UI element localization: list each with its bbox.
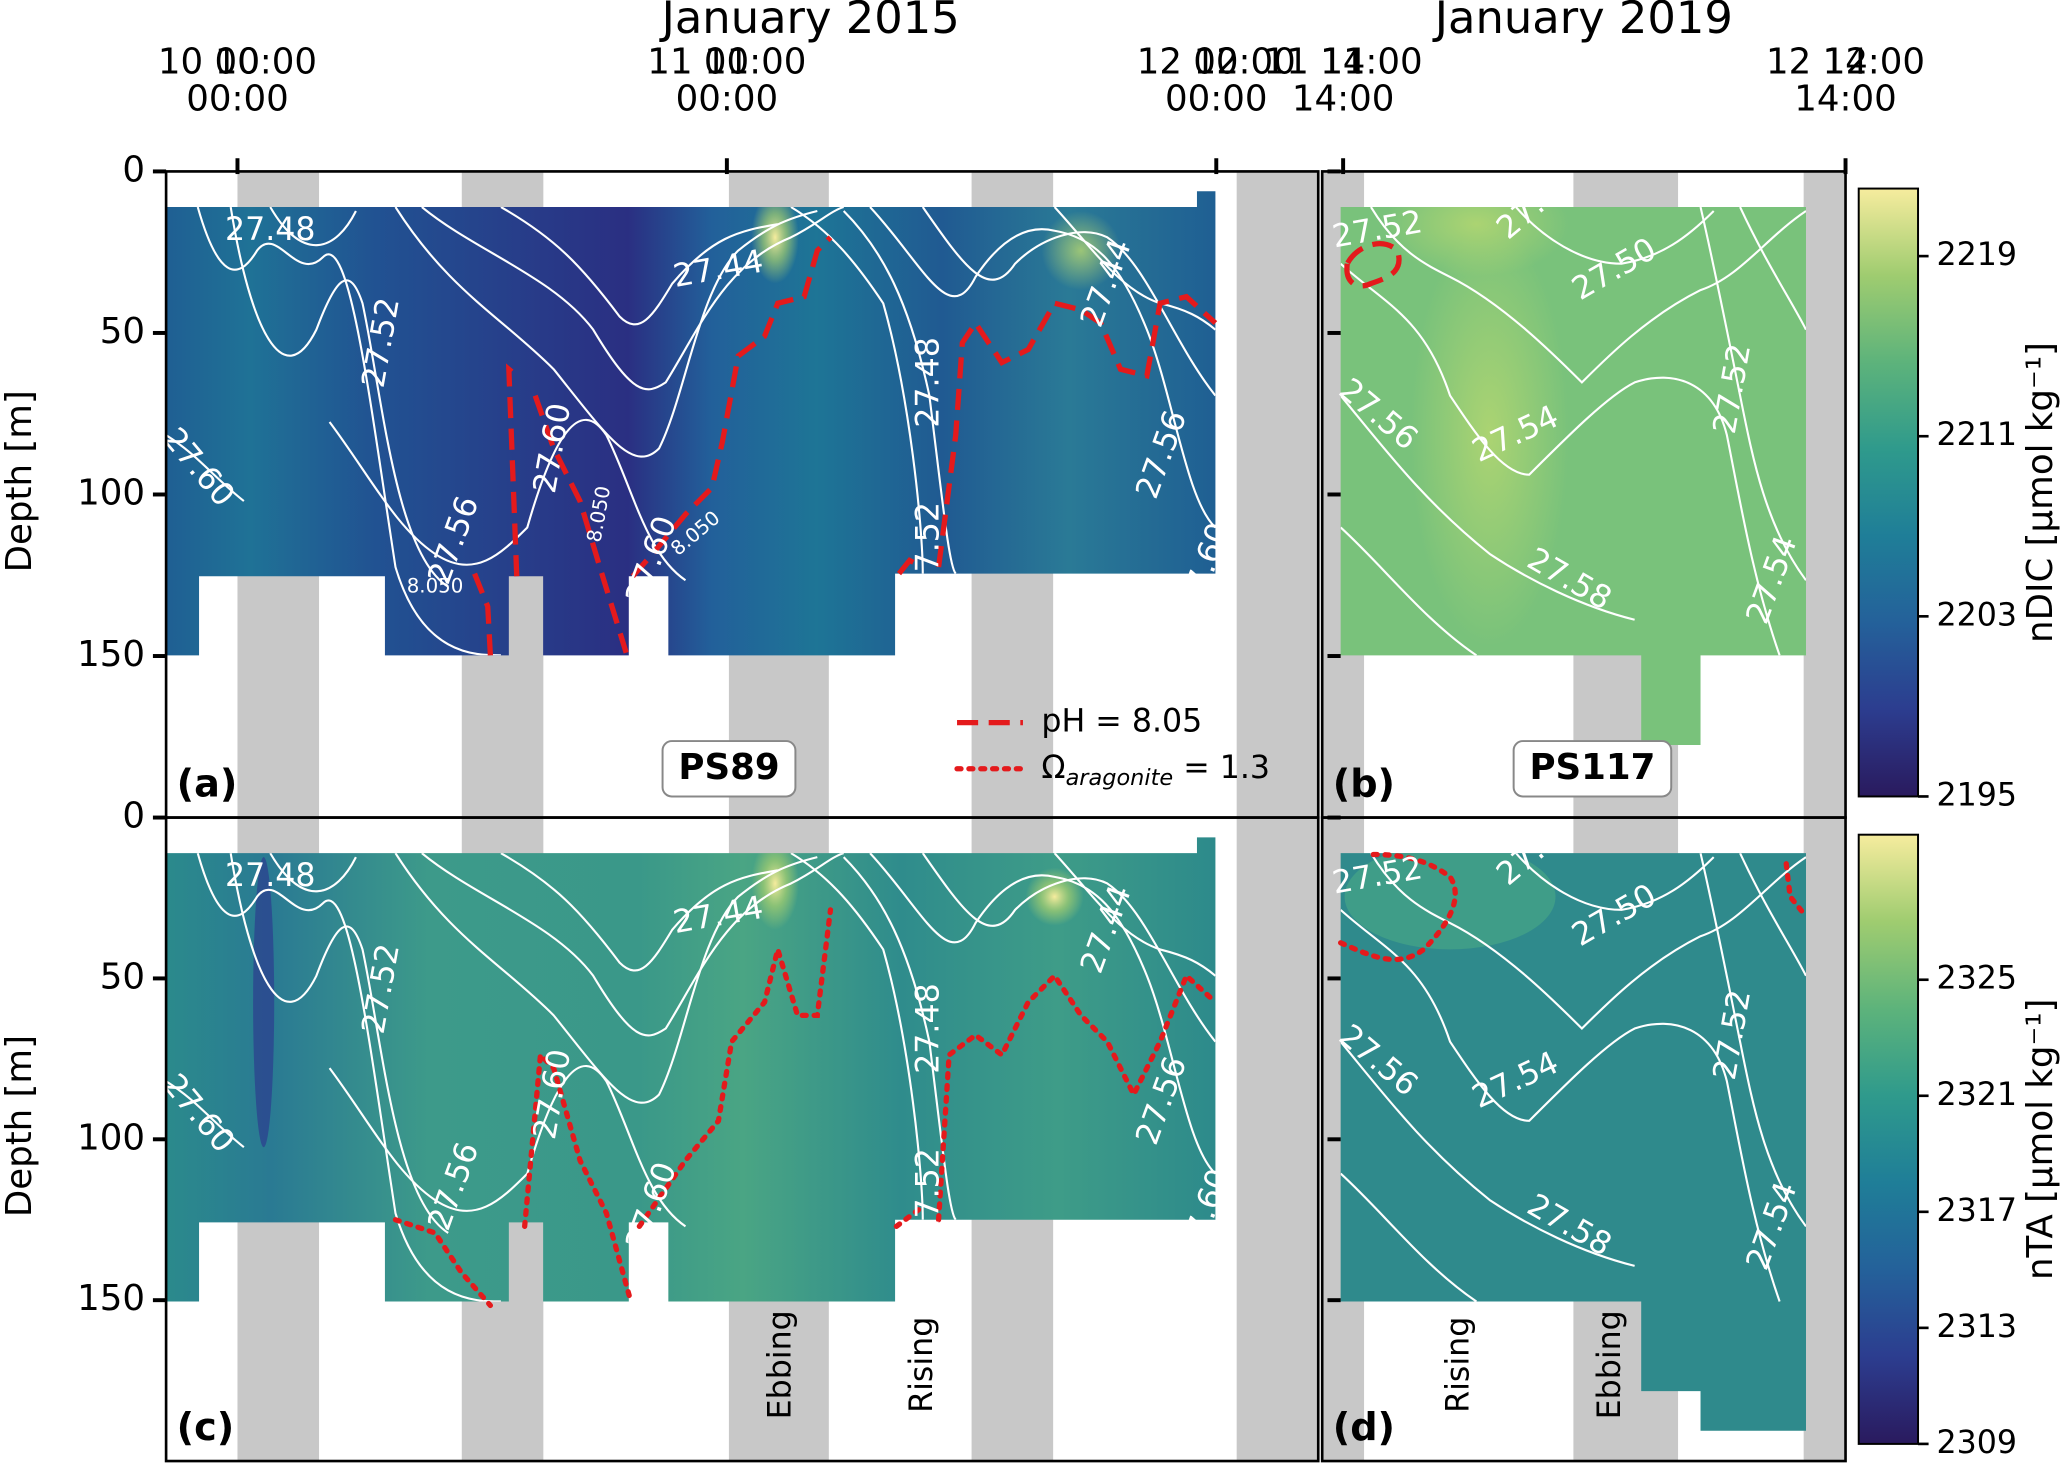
tick-label-line: 14:00 [1794, 79, 1897, 120]
fields [166, 191, 1806, 1431]
panel-label: (d) [1333, 1406, 1395, 1450]
axes-frame [164, 816, 1320, 1463]
colorbar-tick-label: 2219 [1936, 237, 2016, 273]
contour-label: 27.48 [225, 212, 316, 248]
contour-label: 27.52 [910, 1148, 946, 1239]
field-blob [1041, 210, 1121, 291]
omega-line [1338, 851, 1458, 963]
panel-title: January 2019 [1432, 0, 1733, 44]
tick-label-line: 12 [1194, 41, 1239, 82]
cruise-label: PS117 [1529, 747, 1655, 788]
tick-label-line: 11 [704, 41, 749, 82]
panel-label: (c) [177, 1406, 235, 1450]
legend-text: = 1.3 [1173, 750, 1270, 786]
omega-line [935, 971, 1219, 1223]
tide-label: Rising [1440, 1317, 1476, 1413]
field-blob [253, 857, 275, 1148]
colorbar-tick-label: 2321 [1936, 1077, 2016, 1113]
colorbar-tick-label: 2195 [1936, 777, 2016, 813]
x-tick-label: 11 00:0011 00:00 [647, 41, 806, 119]
colorbar [1857, 187, 1920, 798]
y-tick-label: 100 [77, 472, 145, 513]
x-tick-label: 11 14:0011 14:00 [1264, 41, 1423, 119]
tide-shading [1803, 171, 1846, 818]
ph-line [532, 394, 629, 654]
omega-isoline [392, 851, 1809, 1309]
ph-line [630, 235, 833, 578]
ph-line [505, 363, 520, 577]
colorbar-tick-label: 2203 [1936, 597, 2016, 633]
field-blob [1344, 853, 1556, 950]
legend-label: Ωaragonite = 1.3 [1041, 750, 1270, 791]
omega-line [392, 1217, 494, 1309]
ph-line [896, 557, 924, 576]
contour-label: 27.52 [910, 502, 946, 593]
y-tick-label: 0 [122, 796, 145, 837]
y-tick-label: 100 [77, 1117, 145, 1158]
panel-title: January 2015 [659, 0, 960, 44]
x-tick-label: 10 00:0010 00:00 [158, 41, 317, 119]
omega-line [636, 907, 834, 1229]
colorbar-tick-label: 2211 [1936, 417, 2016, 453]
panel-label: (b) [1333, 762, 1395, 806]
contour-label: 27.48 [910, 983, 946, 1074]
tick-label-line: 12 [1823, 41, 1868, 82]
tick-label-line: 14:00 [1292, 79, 1395, 120]
field-blob [751, 191, 799, 284]
tick-label-line: 11 [1320, 41, 1365, 82]
y-tick-label: 150 [77, 1278, 145, 1319]
contour-label: 27.48 [225, 858, 316, 894]
tick-label-line: 00:00 [1165, 79, 1268, 120]
cruise-box [1512, 740, 1673, 798]
field-blob [1384, 207, 1569, 277]
tide-shading [1236, 171, 1319, 818]
panel-label: (a) [177, 762, 238, 806]
tide-label: Ebbing [763, 1310, 799, 1419]
cruise-box [661, 740, 797, 798]
tide-shading [1236, 817, 1319, 1462]
tick-label-line: 10 [215, 41, 260, 82]
omega-line [522, 1049, 633, 1302]
omega-line [893, 1203, 926, 1229]
x-tick-label: 12 14:0012 14:00 [1766, 41, 1925, 119]
cruise-label: PS89 [678, 747, 779, 788]
omega-line [1783, 861, 1809, 920]
tick-label-line: 00:00 [186, 79, 289, 120]
ph-line [1344, 241, 1402, 289]
tide-shading [1803, 817, 1846, 1462]
colorbar-tick-label: 2317 [1936, 1193, 2016, 1229]
colorbar-tick-label: 2313 [1936, 1309, 2016, 1345]
legend-subscript: aragonite [1066, 764, 1174, 790]
colorbar-label: nDIC [μmol kg⁻¹] [2020, 342, 2061, 643]
y-tick-label: 50 [100, 311, 145, 352]
y-tick-label: 50 [100, 956, 145, 997]
field-blob [751, 837, 799, 930]
tick-label-line: 00:00 [676, 79, 779, 120]
legend-symbol: Ω [1041, 750, 1065, 786]
y-axis-label: Depth [m] [0, 390, 40, 572]
y-tick-label: 150 [77, 634, 145, 675]
ph-isoline [472, 235, 1402, 656]
y-axis-label: Depth [m] [0, 1035, 40, 1217]
axes-frame [1320, 816, 1847, 1463]
ph-line [935, 293, 1218, 568]
ph-line [472, 572, 494, 656]
colorbar-label: nTA [μmol kg⁻¹] [2020, 999, 2061, 1280]
colorbar [1857, 833, 1920, 1445]
field-blob [1410, 224, 1569, 647]
colorbar-tick-label: 2309 [1936, 1425, 2016, 1461]
tide-label: Rising [904, 1317, 940, 1413]
field-blob [1025, 867, 1084, 926]
colorbar-tick-label: 2325 [1936, 961, 2016, 997]
contour-label: 27.48 [910, 337, 946, 428]
contour-label: 8.050 [407, 574, 464, 597]
tide-label: Ebbing [1592, 1310, 1628, 1419]
y-tick-label: 0 [122, 149, 145, 190]
legend-label: pH = 8.05 [1041, 704, 1202, 740]
